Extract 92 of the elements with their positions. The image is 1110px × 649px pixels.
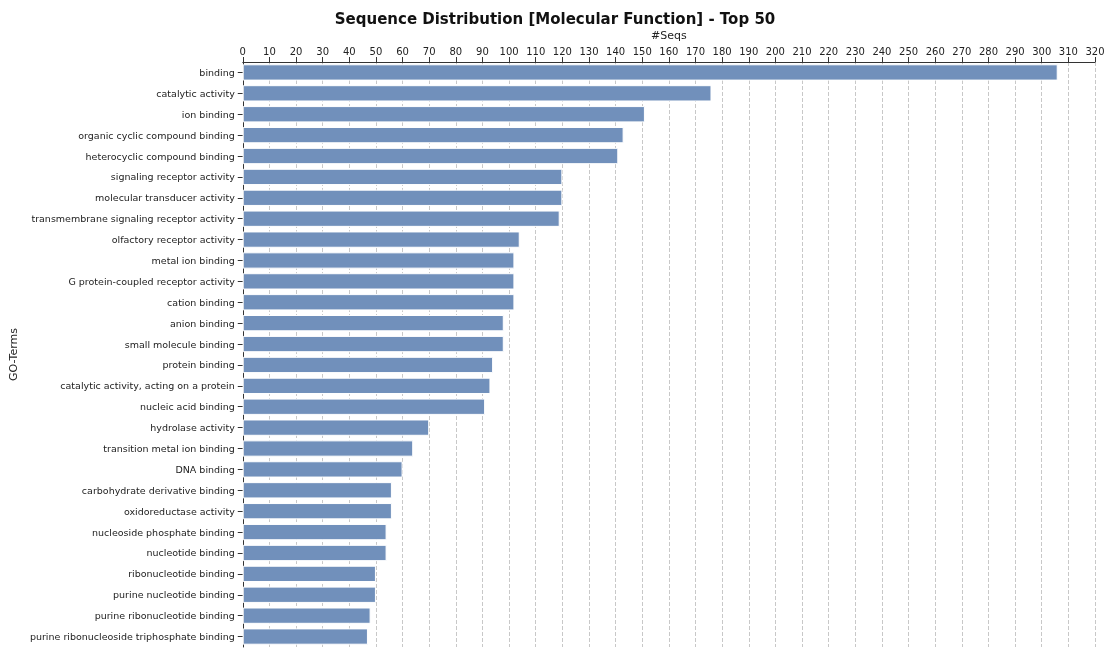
bar	[242, 252, 515, 269]
y-tick-label: heterocyclic compound binding	[85, 150, 235, 162]
y-tick-label: transmembrane signaling receptor activity	[31, 213, 236, 225]
bar	[242, 126, 624, 144]
y-axis-title: GO-Terms	[7, 327, 20, 381]
x-tick-label: 130	[579, 45, 599, 57]
bar	[242, 377, 491, 394]
y-tick-label: hydrolase activity	[150, 422, 236, 434]
bar	[242, 294, 515, 311]
bar	[242, 168, 563, 186]
y-tick-label: olfactory receptor activity	[111, 234, 236, 246]
y-tick-label: molecular transducer activity	[95, 192, 236, 204]
bar	[242, 335, 504, 353]
x-tick-label: 280	[978, 45, 999, 57]
y-tick-label: catalytic activity	[156, 87, 236, 99]
bar	[242, 189, 563, 206]
chart-title: Sequence Distribution [Molecular Function] - Top 50	[334, 9, 776, 28]
y-tick-label: G protein-coupled receptor activity	[68, 275, 236, 287]
x-tick-label: 270	[952, 45, 972, 57]
x-tick-label: 170	[685, 45, 706, 57]
x-tick-label: 220	[819, 45, 839, 57]
x-tick-label: 200	[765, 45, 785, 57]
bar	[242, 461, 403, 478]
bar	[242, 106, 645, 123]
y-tick-label: organic cyclic compound binding	[78, 129, 235, 141]
y-tick-label: oxidoreductase activity	[123, 505, 236, 517]
x-tick-label: 190	[739, 45, 759, 57]
bar	[242, 315, 504, 332]
bar	[242, 544, 387, 562]
x-tick-label: 20	[289, 45, 303, 57]
x-tick-label: 120	[552, 45, 572, 57]
x-tick-label: 290	[1005, 45, 1025, 57]
x-axis-title: #Seqs	[651, 29, 687, 43]
bar	[242, 503, 392, 520]
bar	[242, 147, 619, 165]
bar	[242, 628, 368, 645]
y-tick-label: nucleotide binding	[146, 547, 235, 559]
bar	[242, 64, 1058, 81]
x-tick-label: 250	[899, 45, 919, 57]
x-tick-label: 300	[1032, 45, 1052, 57]
x-tick-label: 70	[422, 45, 436, 57]
y-tick-label: carbohydrate derivative binding	[81, 484, 235, 496]
x-tick-label: 140	[606, 45, 626, 57]
y-tick-label: nucleoside phosphate binding	[92, 526, 235, 538]
x-tick-label: 40	[342, 45, 356, 57]
x-tick-label: 110	[526, 45, 546, 57]
bar	[242, 419, 430, 436]
y-tick-label: ion binding	[181, 108, 235, 120]
bar	[242, 356, 494, 374]
bar	[242, 523, 387, 541]
x-tick-label: 160	[659, 45, 679, 57]
x-tick-label: 230	[845, 45, 865, 57]
y-tick-label: anion binding	[170, 317, 235, 329]
y-tick-label: protein binding	[162, 359, 235, 371]
y-tick-label: transition metal ion binding	[103, 443, 235, 455]
bar	[242, 586, 376, 603]
x-tick-label: 210	[792, 45, 812, 57]
bar	[242, 210, 560, 227]
x-tick-label: 150	[632, 45, 652, 57]
x-tick-label: 30	[316, 45, 330, 57]
y-tick-label: catalytic activity, acting on a protein	[60, 380, 235, 392]
y-tick-label: nucleic acid binding	[139, 401, 235, 413]
x-tick-label: 180	[712, 45, 732, 57]
y-tick-label: cation binding	[167, 296, 235, 308]
x-tick-label: 0	[239, 45, 246, 57]
x-tick-label: 80	[449, 45, 463, 57]
x-tick-label: 320	[1085, 45, 1105, 57]
bar	[242, 273, 515, 290]
x-tick-label: 10	[263, 45, 276, 57]
bar	[242, 440, 414, 457]
y-tick-label: purine ribonucleotide binding	[94, 610, 235, 622]
bar	[242, 482, 392, 499]
x-tick-label: 60	[396, 45, 409, 57]
x-tick-label: 50	[369, 45, 383, 57]
bar	[242, 565, 376, 583]
y-tick-label: signaling receptor activity	[110, 171, 236, 183]
y-tick-label: purine ribonucleoside triphosphate binding	[29, 631, 235, 643]
y-tick-label: ribonucleotide binding	[128, 568, 235, 580]
bar	[242, 231, 520, 248]
y-tick-label: DNA binding	[175, 463, 235, 475]
x-tick-label: 260	[925, 45, 945, 57]
bar	[242, 607, 371, 624]
x-tick-label: 310	[1058, 45, 1078, 57]
x-tick-label: 100	[499, 45, 519, 57]
x-tick-label: 240	[872, 45, 892, 57]
y-tick-label: small molecule binding	[124, 338, 235, 350]
y-tick-label: metal ion binding	[151, 254, 235, 266]
x-tick-label: 90	[476, 45, 489, 57]
bar	[242, 85, 712, 102]
y-tick-label: purine nucleotide binding	[113, 589, 235, 601]
bar	[242, 398, 486, 415]
y-tick-label: binding	[199, 66, 235, 78]
